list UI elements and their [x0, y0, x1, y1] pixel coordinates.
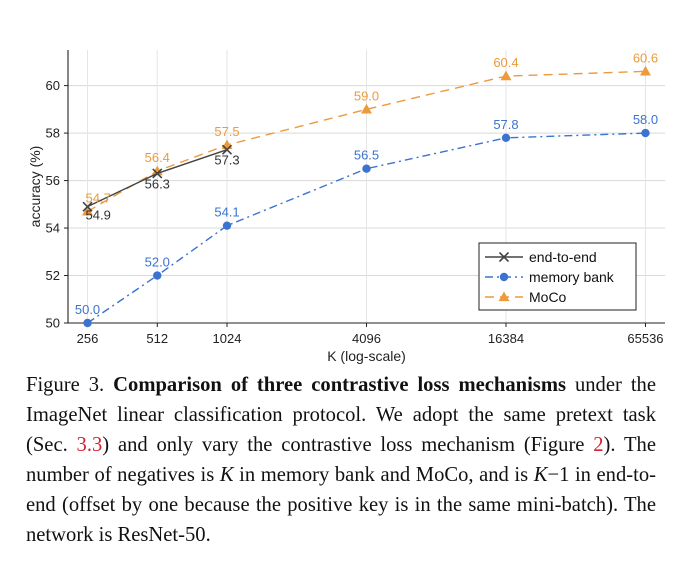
- data-point-moco: [361, 103, 372, 114]
- caption-text-5: −1 in end-to-end (offset by one because …: [26, 464, 656, 546]
- caption-title: Comparison of three contrastive loss mec…: [113, 374, 566, 396]
- caption-text-3: ). The number of negatives is: [26, 434, 656, 486]
- x-axis-title: K (log-scale): [327, 348, 406, 364]
- caption-k-1: K: [219, 464, 234, 486]
- data-label-mb: 58.0: [633, 112, 658, 127]
- data-label-moco: 60.4: [493, 55, 518, 70]
- data-point-moco: [639, 65, 651, 76]
- y-tick-label: 58: [46, 126, 60, 141]
- y-tick-label: 60: [46, 78, 60, 93]
- data-point-moco: [82, 205, 94, 216]
- data-label-moco: 56.4: [145, 150, 170, 165]
- caption-text-2: ) and only vary the contrastive loss mec…: [102, 434, 594, 456]
- data-point-mb: [362, 164, 371, 173]
- caption-text-4: in memory bank and MoCo, and is: [233, 464, 534, 486]
- data-point-mb: [83, 318, 92, 328]
- x-tick-label: 65536: [627, 331, 663, 346]
- data-label-moco: 54.7: [86, 190, 111, 205]
- caption-text-1: under the ImageNet linear classification…: [26, 374, 656, 456]
- caption-label: Figure 3.: [26, 374, 105, 396]
- data-point-mb: [501, 133, 511, 143]
- data-point-e2e: [221, 144, 233, 155]
- data-label-moco: 57.5: [214, 124, 239, 139]
- data-labels: 50.0 52.0 54.1 56.5 57.8 58.0 54.7 56.4 57.5 59.0…: [75, 50, 658, 317]
- y-tick-label: 50: [46, 316, 60, 331]
- data-label-mb: 52.0: [145, 255, 170, 270]
- data-label-mb: 56.5: [354, 148, 379, 163]
- y-tick-label: 52: [46, 268, 60, 283]
- data-label-mb: 57.8: [493, 117, 518, 132]
- data-label-mb: 54.1: [214, 205, 239, 220]
- data-label-moco: 60.6: [633, 50, 658, 65]
- data-point-moco: [500, 70, 512, 81]
- legend: end-to-end memory bank MoCo: [478, 242, 637, 311]
- data-point-mb: [222, 221, 232, 230]
- x-tick-label: 1024: [213, 331, 242, 346]
- x-tick-label: 512: [146, 331, 168, 346]
- y-tick-label: 54: [46, 221, 60, 236]
- legend-label-mb: memory bank: [529, 269, 615, 285]
- accuracy-chart: 50 52 54 56 58 60 256 512 1024 4096 16384 65536 K (l…: [27, 50, 665, 364]
- data-label-mb: 50.0: [75, 302, 100, 317]
- data-label-moco: 59.0: [354, 88, 379, 103]
- x-tick-label: 16384: [488, 331, 524, 346]
- y-tick-label: 56: [46, 173, 60, 188]
- data-point-e2e: [152, 168, 163, 179]
- figure-caption: Figure 3. Comparison of three contrastiv…: [26, 370, 656, 550]
- series-line-moco: [87, 70, 646, 213]
- series-line-mb: [87, 132, 646, 324]
- axes: 50 52 54 56 58 60 256 512 1024 4096 16384 65536 K (l…: [27, 50, 665, 364]
- series-layer: [82, 65, 651, 328]
- y-axis-title: accuracy (%): [27, 146, 43, 228]
- data-point-mb: [153, 271, 162, 280]
- x-tick-label: 4096: [352, 331, 381, 346]
- legend-label-moco: MoCo: [529, 289, 567, 305]
- grid-lines: [68, 50, 665, 324]
- data-label-e2e: 57.3: [214, 153, 239, 168]
- caption-ref-section[interactable]: 3.3: [76, 434, 103, 456]
- legend-label-e2e: end-to-end: [529, 249, 597, 265]
- caption-ref-figure[interactable]: 2: [593, 434, 604, 456]
- legend-marker-mb: [499, 272, 509, 282]
- legend-marker-moco: [498, 291, 510, 302]
- caption-k-2: K: [533, 464, 548, 486]
- legend-marker-e2e: [498, 251, 510, 263]
- data-label-e2e: 54.9: [86, 208, 111, 223]
- x-tick-label: 256: [77, 331, 99, 346]
- data-point-mb: [641, 128, 650, 138]
- data-label-e2e: 56.3: [145, 176, 170, 191]
- data-point-e2e: [82, 201, 93, 212]
